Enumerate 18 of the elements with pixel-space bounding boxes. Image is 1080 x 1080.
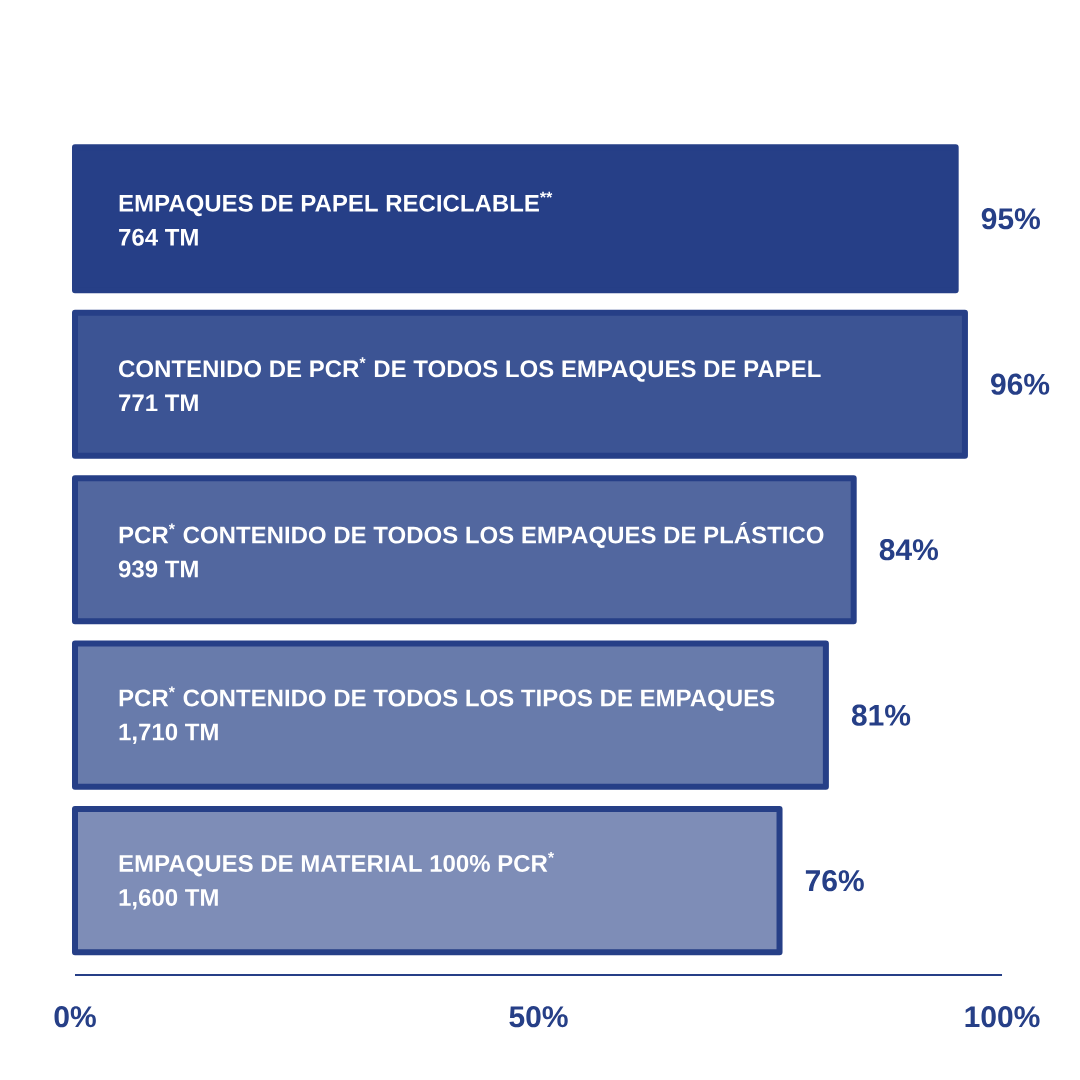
y-tick-label: PCR$^{*}$ CONTENIDO DE TODOS LOS TIPOS DE EMPAQUES	[119, 686, 775, 711]
annotation: 1,600 TM	[119, 888, 218, 910]
y-tick-label: EMPAQUES DE PAPEL RECICLABLE$^{**}$	[119, 191, 553, 217]
annotation: 764 TM	[119, 228, 198, 246]
y-tick-label: CONTENIDO DE PCR$^{*}$ DE TODOS LOS EMPAQUES DE PAPEL	[119, 357, 821, 382]
x-tick-label: 100%	[965, 1006, 1040, 1028]
data-label: 96%	[991, 373, 1050, 395]
x-tick-label: 0%	[54, 1006, 96, 1028]
x-tick-label: 50%	[509, 1006, 568, 1028]
y-tick-label: PCR$^{*}$ CONTENIDO DE TODOS LOS EMPAQUES DE PLÁSTICO	[119, 521, 824, 548]
data-label: 76%	[805, 870, 864, 892]
annotation: 771 TM	[119, 394, 198, 412]
annotation: 1,710 TM	[119, 723, 218, 744]
data-label: 84%	[879, 539, 938, 561]
data-label: 81%	[851, 704, 911, 726]
annotation: 939 TM	[118, 560, 198, 578]
y-tick-label: EMPAQUES DE MATERIAL 100% PCR$^{*}$	[119, 851, 555, 877]
data-label: 95%	[981, 208, 1040, 230]
